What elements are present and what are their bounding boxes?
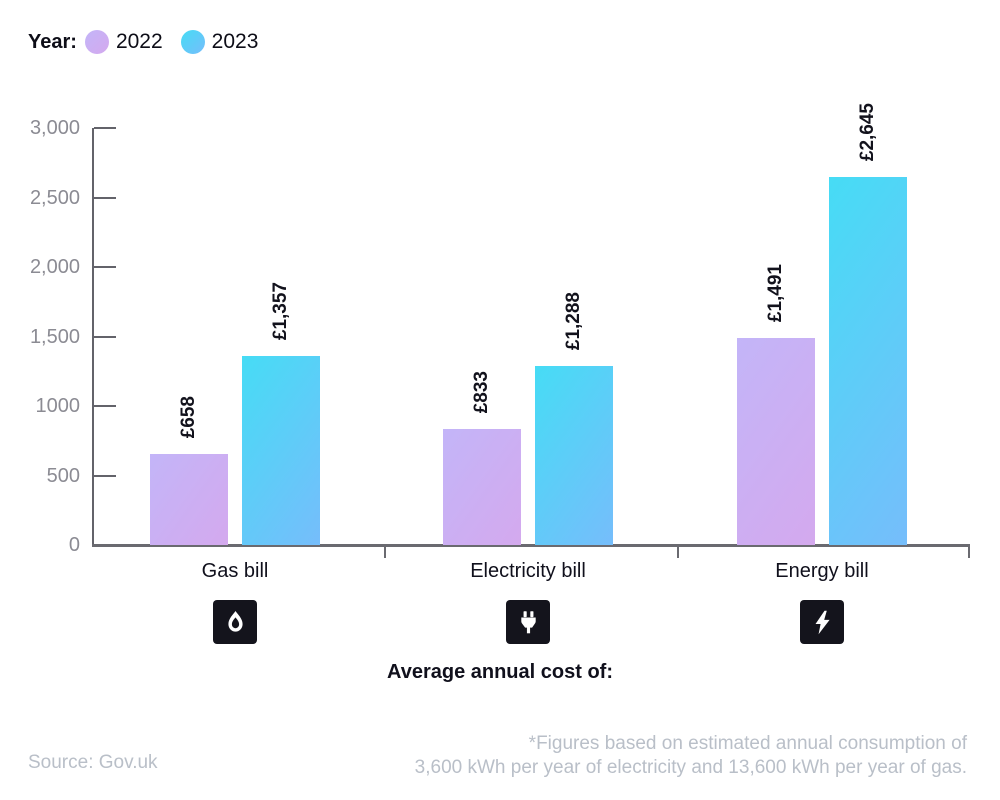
legend-item-2023: 2023 bbox=[180, 30, 259, 54]
y-tick-mark bbox=[94, 474, 116, 477]
bar-2022 bbox=[150, 454, 228, 545]
bar-value-label: £1,288 bbox=[563, 291, 584, 350]
x-axis-title: Average annual cost of: bbox=[387, 661, 613, 683]
y-tick-mark bbox=[94, 196, 116, 199]
x-axis-tick bbox=[677, 547, 679, 558]
y-tick-label: 1000 bbox=[35, 395, 81, 417]
bar-value-label: £833 bbox=[471, 370, 492, 413]
category-label: Gas bill bbox=[201, 560, 269, 582]
legend-item-2022: 2022 bbox=[84, 30, 163, 54]
bar-2023 bbox=[535, 366, 613, 545]
bar-value-label: £2,645 bbox=[857, 102, 878, 161]
y-tick-label: 500 bbox=[46, 464, 80, 487]
bar-2023 bbox=[829, 177, 907, 545]
legend-title: Year: bbox=[28, 30, 77, 53]
bar-value-label: £1,357 bbox=[270, 281, 291, 340]
plug-icon bbox=[506, 600, 550, 644]
y-tick-label: 1,500 bbox=[29, 325, 80, 348]
footnote-line-1: *Figures based on estimated annual consu… bbox=[528, 733, 967, 754]
footnote-line-2: 3,600 kWh per year of electricity and 13… bbox=[414, 757, 967, 778]
legend-swatch-2022-icon bbox=[84, 30, 109, 54]
footnote-text: *Figures based on estimated annual consu… bbox=[415, 732, 967, 780]
x-axis-baseline bbox=[92, 544, 970, 547]
source-text: Source: Gov.uk bbox=[28, 752, 158, 773]
category-label: Energy bill bbox=[775, 560, 869, 582]
y-tick-label: 3,000 bbox=[29, 117, 80, 139]
x-axis-tick bbox=[384, 547, 386, 558]
y-tick-label: 2,500 bbox=[29, 186, 80, 209]
y-tick-mark bbox=[94, 335, 116, 338]
legend-label-2022: 2022 bbox=[115, 30, 163, 53]
y-tick-mark bbox=[94, 266, 116, 268]
bar-2022 bbox=[443, 429, 521, 545]
y-tick-mark bbox=[94, 127, 116, 129]
y-tick-mark bbox=[94, 405, 116, 407]
chart-legend: Year: 2022 2023 bbox=[28, 30, 276, 54]
bar-value-label: £1,491 bbox=[765, 263, 786, 322]
y-tick-label: 0 bbox=[68, 534, 80, 556]
legend-swatch-2023-icon bbox=[180, 30, 205, 54]
bar-2022 bbox=[737, 338, 815, 545]
bolt-icon bbox=[800, 600, 844, 644]
category-label: Electricity bill bbox=[470, 560, 586, 582]
flame-icon bbox=[213, 600, 257, 644]
bar-value-label: £658 bbox=[178, 395, 199, 438]
bar-2023 bbox=[242, 356, 320, 545]
y-axis-line bbox=[92, 128, 94, 545]
y-tick-label: 2,000 bbox=[29, 256, 80, 278]
x-axis-tick bbox=[968, 547, 970, 558]
legend-label-2023: 2023 bbox=[211, 30, 259, 53]
